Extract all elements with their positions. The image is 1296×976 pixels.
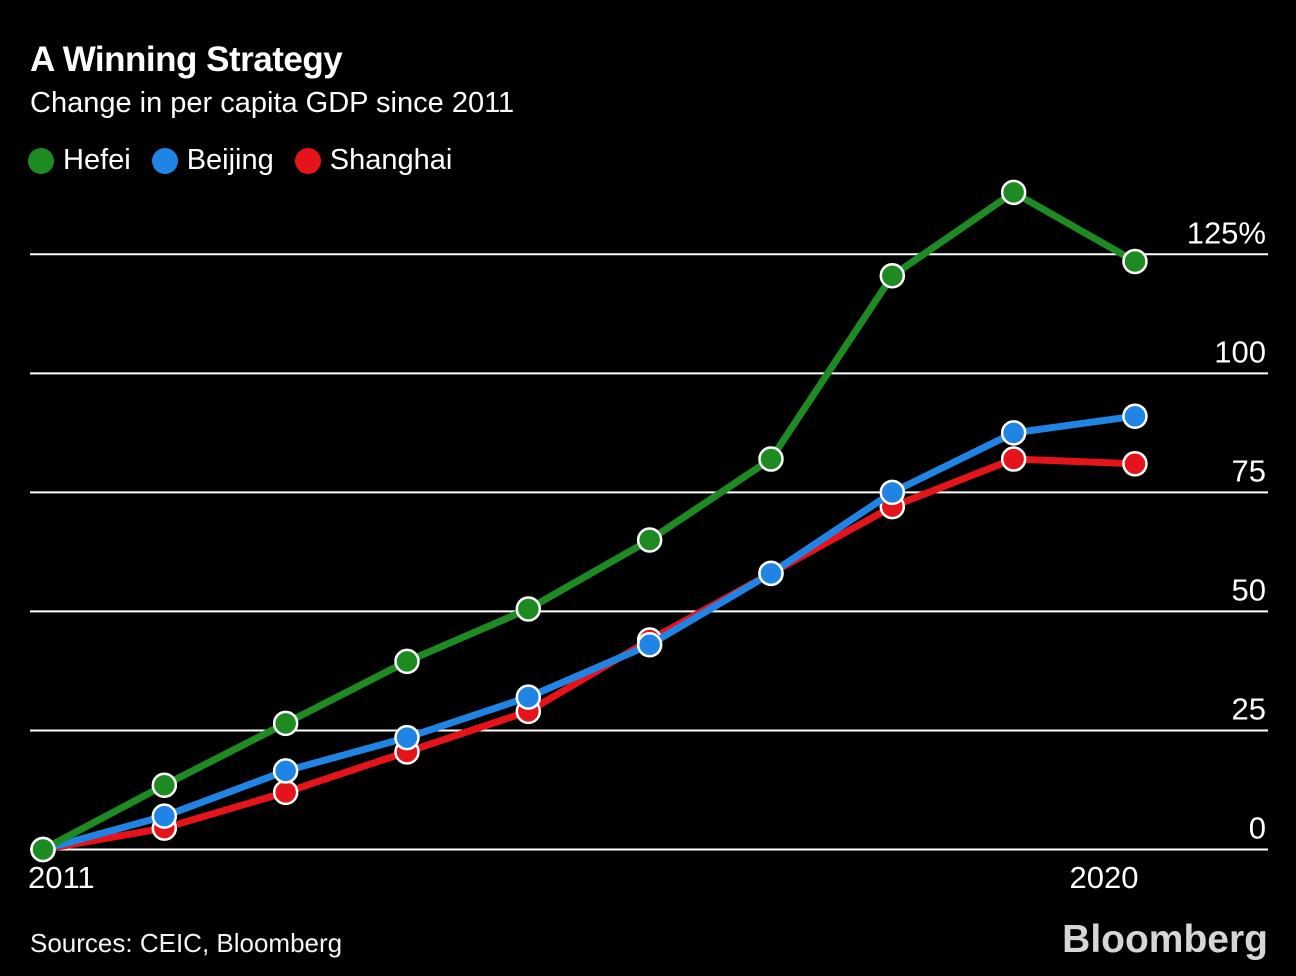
y-tick-label-50: 50 bbox=[1232, 572, 1266, 607]
marker-hefei-2014 bbox=[394, 648, 420, 675]
series-line-beijing bbox=[39, 412, 1139, 853]
marker-beijing-2019 bbox=[1000, 420, 1027, 446]
legend-item-beijing: Beijing bbox=[151, 144, 274, 177]
marker-hefei-2017 bbox=[758, 446, 784, 472]
marker-beijing-2017 bbox=[758, 560, 784, 587]
marker-hefei-2019 bbox=[1000, 179, 1027, 206]
marker-beijing-2015 bbox=[515, 684, 542, 710]
marker-hefei-2018 bbox=[879, 262, 906, 289]
bloomberg-logo: Bloomberg bbox=[1062, 918, 1268, 961]
legend-label-beijing: Beijing bbox=[186, 144, 274, 176]
legend-label-shanghai: Shanghai bbox=[329, 144, 453, 176]
marker-shanghai-2013 bbox=[272, 779, 299, 806]
legend-item-hefei: Hefei bbox=[28, 144, 131, 177]
marker-beijing-2013 bbox=[272, 758, 299, 784]
marker-beijing-2018 bbox=[879, 479, 906, 506]
series-line-shanghai bbox=[39, 455, 1139, 853]
legend-dot-shanghai-icon bbox=[294, 147, 321, 174]
marker-hefei-2020 bbox=[1122, 248, 1148, 275]
series-line-hefei bbox=[39, 188, 1139, 853]
marker-beijing-2020 bbox=[1122, 403, 1148, 429]
marker-hefei-2011 bbox=[30, 836, 56, 863]
marker-hefei-2012 bbox=[151, 772, 178, 798]
marker-hefei-2015 bbox=[515, 596, 542, 622]
chart-title: A Winning Strategy bbox=[30, 40, 343, 79]
y-tick-label-0: 0 bbox=[1249, 811, 1266, 846]
marker-beijing-2012 bbox=[151, 803, 178, 829]
y-tick-label-75: 75 bbox=[1232, 453, 1266, 488]
legend-dot-beijing-icon bbox=[151, 147, 178, 174]
marker-beijing-2014 bbox=[394, 724, 420, 751]
marker-shanghai-2019 bbox=[1000, 446, 1027, 472]
x-tick-label-2011: 2011 bbox=[28, 860, 95, 895]
marker-hefei-2013 bbox=[272, 710, 299, 737]
y-tick-label-100: 100 bbox=[1214, 334, 1266, 369]
legend-item-shanghai: Shanghai bbox=[294, 144, 453, 177]
marker-hefei-2016 bbox=[636, 527, 663, 553]
legend-label-hefei: Hefei bbox=[63, 144, 131, 176]
chart-subtitle: Change in per capita GDP since 2011 bbox=[30, 87, 515, 119]
y-tick-label-125%: 125% bbox=[1187, 215, 1266, 250]
marker-beijing-2016 bbox=[636, 632, 663, 658]
y-tick-label-25: 25 bbox=[1232, 691, 1266, 726]
legend: Hefei Beijing Shanghai bbox=[28, 144, 473, 177]
sources-note: Sources: CEIC, Bloomberg bbox=[30, 928, 343, 958]
marker-shanghai-2020 bbox=[1122, 451, 1148, 477]
legend-dot-hefei-icon bbox=[28, 147, 54, 174]
x-tick-label-2020: 2020 bbox=[1070, 860, 1139, 895]
